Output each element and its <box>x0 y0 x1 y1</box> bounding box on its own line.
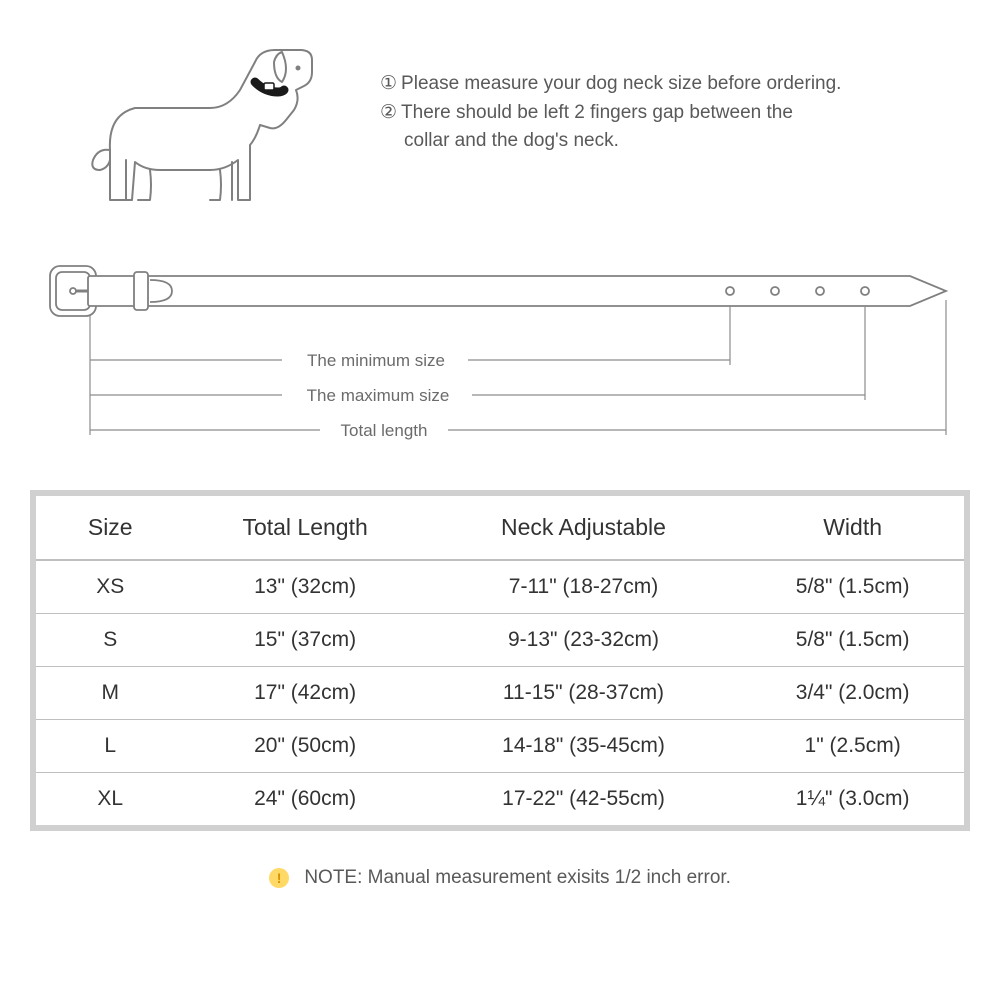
cell-total: 24" (60cm) <box>184 772 425 825</box>
cell-width: 3/4" (2.0cm) <box>741 666 964 719</box>
table-row: XL 24" (60cm) 17-22" (42-55cm) 1¼" (3.0c… <box>36 772 964 825</box>
cell-neck: 11-15" (28-37cm) <box>426 666 742 719</box>
dog-illustration <box>60 20 340 240</box>
bullet-1: ① <box>380 70 397 99</box>
cell-neck: 9-13" (23-32cm) <box>426 613 742 666</box>
instruction-2a: There should be left 2 fingers gap betwe… <box>401 99 793 128</box>
cell-size: XS <box>36 560 184 613</box>
table-row: S 15" (37cm) 9-13" (23-32cm) 5/8" (1.5cm… <box>36 613 964 666</box>
size-table: Size Total Length Neck Adjustable Width … <box>30 490 970 831</box>
cell-size: XL <box>36 772 184 825</box>
cell-width: 5/8" (1.5cm) <box>741 560 964 613</box>
bullet-2: ② <box>380 99 397 128</box>
min-size-label: The minimum size <box>307 351 445 370</box>
cell-total: 17" (42cm) <box>184 666 425 719</box>
top-section: ① Please measure your dog neck size befo… <box>0 0 1000 250</box>
th-size: Size <box>36 496 184 560</box>
note-row: ! NOTE: Manual measurement exisits 1/2 i… <box>0 841 1000 889</box>
instruction-2b: collar and the dog's neck. <box>404 130 619 151</box>
cell-width: 5/8" (1.5cm) <box>741 613 964 666</box>
size-table-wrap: Size Total Length Neck Adjustable Width … <box>0 470 1000 841</box>
table-row: L 20" (50cm) 14-18" (35-45cm) 1" (2.5cm) <box>36 719 964 772</box>
cell-size: L <box>36 719 184 772</box>
max-size-label: The maximum size <box>307 386 450 405</box>
total-length-label: Total length <box>341 421 428 440</box>
dog-icon <box>60 20 340 240</box>
cell-total: 15" (37cm) <box>184 613 425 666</box>
cell-size: M <box>36 666 184 719</box>
cell-neck: 14-18" (35-45cm) <box>426 719 742 772</box>
cell-neck: 7-11" (18-27cm) <box>426 560 742 613</box>
cell-neck: 17-22" (42-55cm) <box>426 772 742 825</box>
cell-width: 1" (2.5cm) <box>741 719 964 772</box>
collar-diagram: The minimum size The maximum size Total … <box>0 250 1000 470</box>
cell-width: 1¼" (3.0cm) <box>741 772 964 825</box>
note-label: NOTE: <box>304 867 362 888</box>
instruction-1: Please measure your dog neck size before… <box>401 70 841 99</box>
collar-svg: The minimum size The maximum size Total … <box>30 260 970 450</box>
table-row: M 17" (42cm) 11-15" (28-37cm) 3/4" (2.0c… <box>36 666 964 719</box>
instructions: ① Please measure your dog neck size befo… <box>380 20 960 156</box>
cell-size: S <box>36 613 184 666</box>
note-text: Manual measurement exisits 1/2 inch erro… <box>368 867 731 888</box>
th-neck-adjustable: Neck Adjustable <box>426 496 742 560</box>
cell-total: 20" (50cm) <box>184 719 425 772</box>
th-total-length: Total Length <box>184 496 425 560</box>
warning-icon: ! <box>269 868 289 888</box>
cell-total: 13" (32cm) <box>184 560 425 613</box>
table-header-row: Size Total Length Neck Adjustable Width <box>36 496 964 560</box>
table-row: XS 13" (32cm) 7-11" (18-27cm) 5/8" (1.5c… <box>36 560 964 613</box>
th-width: Width <box>741 496 964 560</box>
